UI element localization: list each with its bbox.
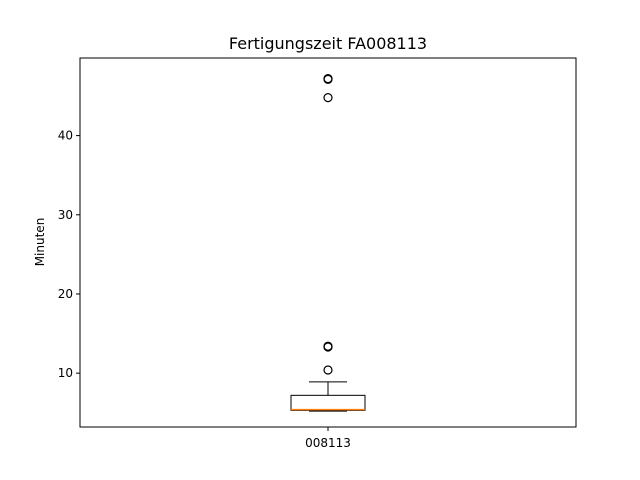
outlier-point	[323, 365, 333, 375]
y-axis-label: Minuten	[33, 218, 47, 267]
chart-title: Fertigungszeit FA008113	[229, 34, 427, 53]
box-group	[290, 73, 366, 412]
outlier-point	[323, 73, 333, 84]
plot-area	[79, 57, 577, 428]
y-tick-label: 10	[58, 366, 73, 380]
x-axis: 008113	[305, 427, 351, 450]
outlier-point	[323, 341, 333, 351]
x-tick-label: 008113	[305, 436, 351, 450]
y-tick-label: 20	[58, 287, 73, 301]
y-tick-label: 40	[58, 129, 73, 143]
y-axis: 10 20 30 40	[58, 129, 80, 380]
y-tick-label: 30	[58, 208, 73, 222]
outlier-point	[323, 92, 333, 103]
box-iqr	[290, 394, 366, 411]
